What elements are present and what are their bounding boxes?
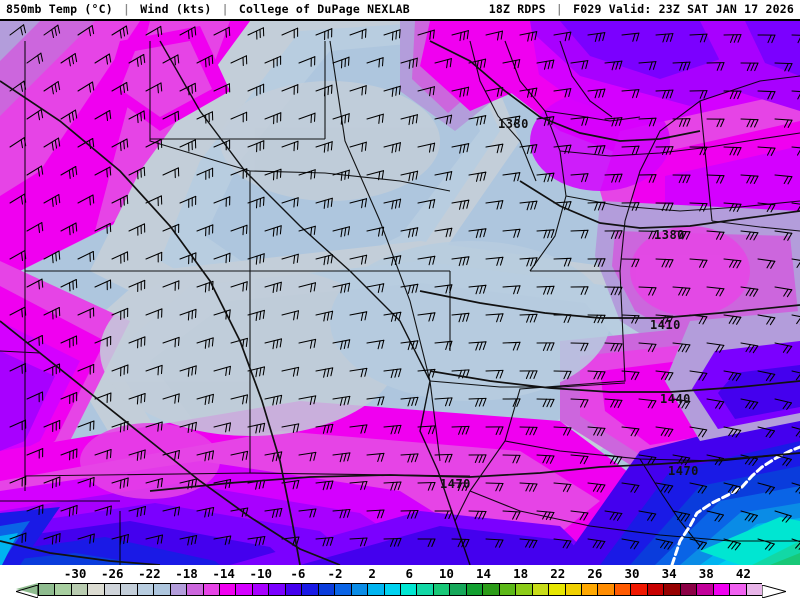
header-separator-1: | bbox=[123, 2, 131, 16]
colorbar-tick-label: 38 bbox=[698, 566, 714, 581]
wind-barbs-layer bbox=[9, 24, 800, 551]
colorbar-tick-label: -2 bbox=[327, 566, 343, 581]
colorbar-tick-label: -14 bbox=[212, 566, 235, 581]
colorbar-swatch bbox=[334, 583, 351, 596]
header-left-text: 850mb Temp (°C) | Wind (kts) | College o… bbox=[6, 2, 410, 16]
colorbar-swatch bbox=[268, 583, 285, 596]
colorbar-swatch bbox=[367, 583, 384, 596]
header-units: ( bbox=[77, 2, 92, 16]
colorbar-swatch bbox=[646, 583, 664, 596]
contour-label: 1410 bbox=[650, 318, 681, 332]
colorbar[interactable]: -30 -26 -22 -18 -14 -10 -6 -2 2 6 10 14 18 22 26 30 34 38… bbox=[0, 565, 800, 600]
header-right-text: 18Z RDPS | F029 Valid: 23Z SAT JAN 17 20… bbox=[489, 2, 794, 16]
colorbar-tick-label: 18 bbox=[513, 566, 529, 581]
colorbar-left-arrow-outline bbox=[14, 583, 39, 599]
colorbar-left-arrow bbox=[16, 583, 38, 595]
colorbar-tick-labels: -30 -26 -22 -18 -14 -10 -6 -2 2 6 10 14 18 22 26 30 34 38… bbox=[0, 565, 800, 582]
colorbar-tick-label: 22 bbox=[550, 566, 566, 581]
colorbar-swatch bbox=[515, 583, 532, 596]
colorbar-swatch bbox=[498, 583, 516, 596]
colorbar-swatch bbox=[219, 583, 236, 596]
colorbar-swatch bbox=[400, 583, 417, 596]
colorbar-swatch bbox=[597, 583, 614, 596]
colorbar-swatch bbox=[103, 583, 121, 596]
colorbar-swatch bbox=[251, 583, 269, 596]
colorbar-swatch bbox=[87, 583, 104, 596]
map-canvas[interactable]: 1380 1380 1410 1440 1470 1470 bbox=[0, 19, 800, 565]
colorbar-swatch bbox=[449, 583, 466, 596]
contour-label: 1440 bbox=[660, 392, 691, 406]
colorbar-swatch bbox=[169, 583, 187, 596]
colorbar-swatch bbox=[729, 583, 746, 596]
header-overlay-label: Wind (kts) bbox=[140, 2, 212, 16]
colorbar-swatch bbox=[416, 583, 433, 596]
colorbar-swatch bbox=[136, 583, 154, 596]
colorbar-tick-label: -30 bbox=[63, 566, 87, 581]
colorbar-tick-label: -26 bbox=[100, 566, 124, 581]
colorbar-swatch bbox=[581, 583, 598, 596]
contour-label: 1380 bbox=[654, 228, 685, 242]
colorbar-swatch bbox=[235, 583, 252, 596]
colorbar-swatch bbox=[482, 583, 499, 596]
colorbar-swatch bbox=[432, 583, 450, 596]
temperature-fill-layer bbox=[0, 21, 800, 565]
height-contours-layer bbox=[0, 40, 800, 565]
colorbar-tick-label: 2 bbox=[368, 566, 376, 581]
state-borders-layer bbox=[0, 40, 800, 565]
colorbar-swatch bbox=[745, 583, 762, 596]
contour-label: 1470 bbox=[440, 477, 471, 491]
colorbar-swatch bbox=[712, 583, 730, 596]
colorbar-swatch bbox=[663, 583, 680, 596]
colorbar-tick-label: -6 bbox=[290, 566, 306, 581]
colorbar-tick-label: -22 bbox=[138, 566, 161, 581]
header-source-label: College of DuPage NEXLAB bbox=[238, 2, 410, 16]
header-units-close: ) bbox=[105, 2, 113, 16]
header-valid-time: F029 Valid: 23Z SAT JAN 17 2026 bbox=[573, 2, 794, 16]
map-viewport: 1380 1380 1410 1440 1470 1470 bbox=[0, 21, 800, 565]
colorbar-swatch bbox=[465, 583, 483, 596]
colorbar-swatch bbox=[54, 583, 71, 596]
colorbar-swatch bbox=[350, 583, 368, 596]
colorbar-swatch bbox=[153, 583, 170, 596]
contour-label: 1470 bbox=[668, 464, 699, 478]
colorbar-swatch bbox=[564, 583, 581, 596]
colorbar-swatch bbox=[383, 583, 400, 596]
colorbar-swatches bbox=[0, 583, 800, 599]
colorbar-swatch bbox=[630, 583, 647, 596]
colorbar-swatch bbox=[284, 583, 302, 596]
colorbar-right-arrow bbox=[761, 583, 788, 599]
colorbar-tick-label: -18 bbox=[175, 566, 198, 581]
header-separator-3: | bbox=[555, 2, 564, 16]
freezing-line bbox=[670, 445, 800, 565]
colorbar-tick-label: 34 bbox=[661, 566, 677, 581]
colorbar-tick-label: 10 bbox=[438, 566, 454, 581]
colorbar-swatch bbox=[696, 583, 713, 596]
colorbar-tick-label: 42 bbox=[735, 566, 751, 581]
colorbar-tick-label: 14 bbox=[476, 566, 492, 581]
colorbar-swatch bbox=[186, 583, 203, 596]
header-separator-2: | bbox=[221, 2, 229, 16]
colorbar-tick-label: -10 bbox=[249, 566, 273, 581]
colorbar-tick-label: 26 bbox=[587, 566, 603, 581]
header-bar: 850mb Temp (°C) | Wind (kts) | College o… bbox=[0, 0, 800, 19]
header-model-run: 18Z RDPS bbox=[488, 2, 546, 16]
colorbar-swatch bbox=[70, 583, 88, 596]
header-field-label: 850mb Temp bbox=[6, 2, 78, 16]
colorbar-swatch bbox=[301, 583, 318, 596]
colorbar-swatch bbox=[613, 583, 631, 596]
colorbar-swatch bbox=[202, 583, 219, 596]
colorbar-swatch bbox=[120, 583, 137, 596]
header-units-value: °C bbox=[91, 2, 106, 16]
colorbar-tick-label: 6 bbox=[405, 566, 414, 581]
contour-label: 1380 bbox=[498, 117, 529, 131]
colorbar-swatch bbox=[679, 583, 697, 596]
colorbar-swatch bbox=[531, 583, 549, 596]
colorbar-swatch bbox=[317, 583, 335, 596]
colorbar-tick-label: 30 bbox=[624, 566, 640, 581]
colorbar-swatch bbox=[548, 583, 565, 596]
colorbar-swatch bbox=[38, 583, 55, 596]
